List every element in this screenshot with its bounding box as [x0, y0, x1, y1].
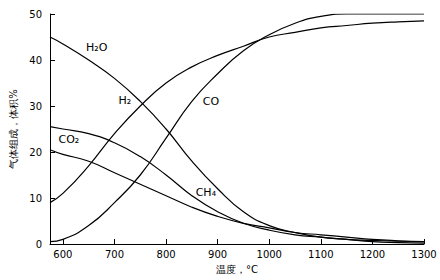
svg-text:1300: 1300	[411, 249, 436, 260]
svg-text:600: 600	[53, 249, 72, 260]
svg-text:气体组成，体积%: 气体组成，体积%	[8, 89, 19, 169]
svg-text:10: 10	[29, 193, 42, 204]
svg-text:CO₂: CO₂	[59, 133, 80, 146]
svg-text:温度，°C: 温度，°C	[216, 264, 258, 275]
svg-text:CH₄: CH₄	[196, 186, 217, 199]
svg-text:800: 800	[157, 249, 176, 260]
svg-text:700: 700	[105, 249, 124, 260]
svg-text:30: 30	[29, 101, 42, 112]
svg-text:CO: CO	[203, 95, 220, 108]
svg-text:H₂O: H₂O	[86, 41, 108, 54]
svg-text:50: 50	[29, 9, 42, 20]
svg-text:1000: 1000	[257, 249, 282, 260]
svg-text:0: 0	[36, 239, 42, 250]
svg-text:40: 40	[29, 55, 42, 66]
svg-text:900: 900	[208, 249, 227, 260]
svg-text:1200: 1200	[360, 249, 385, 260]
svg-text:20: 20	[29, 147, 42, 158]
svg-text:H₂: H₂	[119, 94, 132, 107]
svg-text:1100: 1100	[308, 249, 333, 260]
